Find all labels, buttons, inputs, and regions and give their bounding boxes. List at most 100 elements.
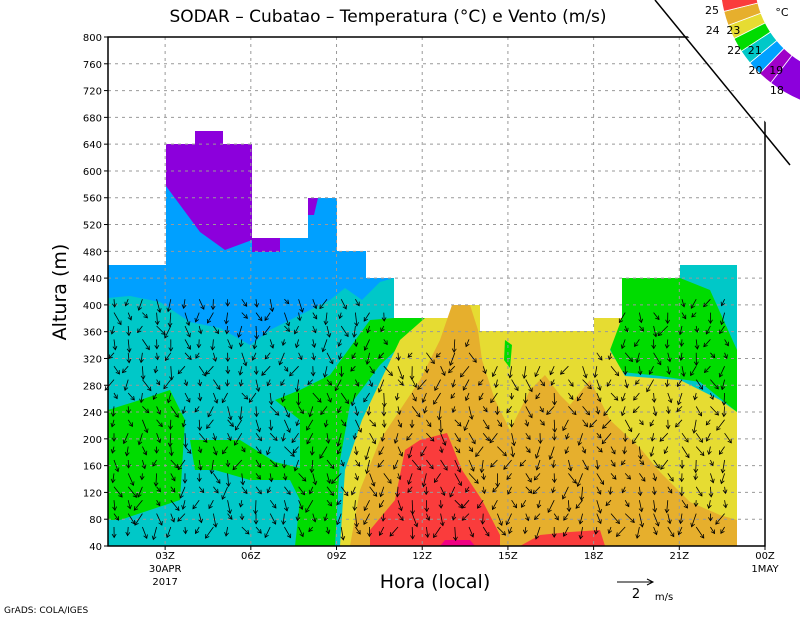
wind-arrow xyxy=(695,446,705,457)
wind-arrow xyxy=(298,500,304,510)
wind-arrow xyxy=(677,526,683,536)
wind-arrow xyxy=(355,526,361,535)
wind-arrow xyxy=(366,325,371,334)
y-tick-label: 520 xyxy=(83,221,102,232)
contour-region-green xyxy=(608,278,737,412)
wind-arrow xyxy=(396,406,402,416)
wind-arrow xyxy=(266,379,271,387)
wind-arrow xyxy=(454,459,462,473)
wind-arrow xyxy=(547,500,555,513)
wind-arrow xyxy=(238,379,244,387)
wind-arrow xyxy=(111,433,117,442)
wind-arrow xyxy=(652,406,658,417)
wind-arrow xyxy=(197,459,203,471)
wind-arrow xyxy=(679,339,685,347)
wind-arrow xyxy=(536,500,542,509)
wind-arrow xyxy=(553,513,559,521)
wind-arrow xyxy=(462,379,470,391)
wind-arrow xyxy=(369,486,378,497)
wind-arrow xyxy=(280,379,285,387)
wind-arrow xyxy=(340,526,346,541)
wind-arrow xyxy=(621,392,626,402)
wind-arrow xyxy=(649,446,655,458)
wind-arrow xyxy=(705,419,711,426)
wind-arrow xyxy=(326,379,332,386)
wind-arrow xyxy=(253,500,258,515)
wind-arrow xyxy=(336,499,342,506)
contour-region-red xyxy=(520,530,605,546)
y-tick-label: 640 xyxy=(83,140,102,151)
wind-arrow xyxy=(624,379,629,389)
wind-arrow xyxy=(507,486,512,495)
wind-arrow xyxy=(449,352,456,366)
wind-arrow xyxy=(463,419,470,432)
wind-arrow xyxy=(295,419,300,427)
wind-arrow xyxy=(224,325,230,335)
wind-arrow xyxy=(355,419,362,433)
wind-arrow xyxy=(255,459,262,468)
wind-arrow xyxy=(184,325,191,338)
wind-arrow xyxy=(177,513,186,522)
wind-arrow xyxy=(198,299,205,310)
wind-arrow xyxy=(532,486,541,495)
wind-arrow xyxy=(464,392,470,402)
wind-arrow xyxy=(383,473,392,484)
wind-arrow xyxy=(168,419,173,430)
wind-arrow xyxy=(255,446,262,455)
y-tick-label: 600 xyxy=(83,167,102,178)
wind-arrow xyxy=(490,392,498,404)
wind-arrow xyxy=(667,486,673,494)
wind-arrow xyxy=(355,459,361,467)
wind-arrow xyxy=(311,352,316,361)
wind-arrow xyxy=(197,419,203,431)
wind-arrow xyxy=(309,446,315,456)
wind-arrow xyxy=(720,459,726,474)
wind-arrow xyxy=(624,325,629,333)
wind-arrow xyxy=(297,312,302,322)
wind-vectors xyxy=(104,298,732,542)
wind-arrow xyxy=(451,379,456,388)
wind-arrow xyxy=(281,513,286,526)
wind-arrow xyxy=(389,526,399,537)
wind-arrow xyxy=(111,526,117,539)
wind-arrow xyxy=(620,339,626,350)
wind-arrow xyxy=(169,366,174,381)
wind-arrow xyxy=(695,432,703,443)
wind-arrow xyxy=(511,433,516,447)
wind-arrow xyxy=(126,406,131,414)
wind-arrow xyxy=(676,379,683,388)
wind-arrow xyxy=(127,392,135,401)
wind-arrow xyxy=(235,419,243,431)
wind-arrow xyxy=(468,446,474,453)
wind-arrow xyxy=(679,473,685,483)
wind-arrow xyxy=(468,432,476,445)
wind-arrow xyxy=(621,486,626,494)
wind-arrow xyxy=(354,513,359,528)
wind-arrow xyxy=(653,513,660,527)
wind-arrow xyxy=(170,499,180,511)
wind-arrow xyxy=(312,473,318,486)
wind-arrow xyxy=(240,473,246,486)
wind-arrow xyxy=(482,419,490,430)
colorbar-label: 19 xyxy=(769,64,783,77)
wind-arrow xyxy=(278,352,285,366)
wind-arrow xyxy=(509,419,515,428)
wind-arrow xyxy=(261,365,271,376)
wind-arrow xyxy=(453,526,458,542)
wind-arrow xyxy=(353,339,359,348)
wind-arrow xyxy=(197,379,203,387)
wind-arrow xyxy=(411,392,417,402)
wind-arrow xyxy=(454,432,461,443)
wind-arrow xyxy=(475,446,484,458)
wind-arrow xyxy=(438,500,444,509)
wind-arrow xyxy=(724,339,729,347)
wind-arrow xyxy=(306,419,314,431)
wind-arrow xyxy=(212,433,217,441)
contour-region-magenta xyxy=(440,540,475,546)
wind-arrow xyxy=(213,473,221,484)
wind-arrow xyxy=(381,419,387,428)
x-tick-sublabel: 2017 xyxy=(152,577,177,588)
x-axis-label: Hora (local) xyxy=(380,571,491,593)
colorbar-label: 22 xyxy=(727,44,741,57)
wind-arrow xyxy=(294,339,300,349)
